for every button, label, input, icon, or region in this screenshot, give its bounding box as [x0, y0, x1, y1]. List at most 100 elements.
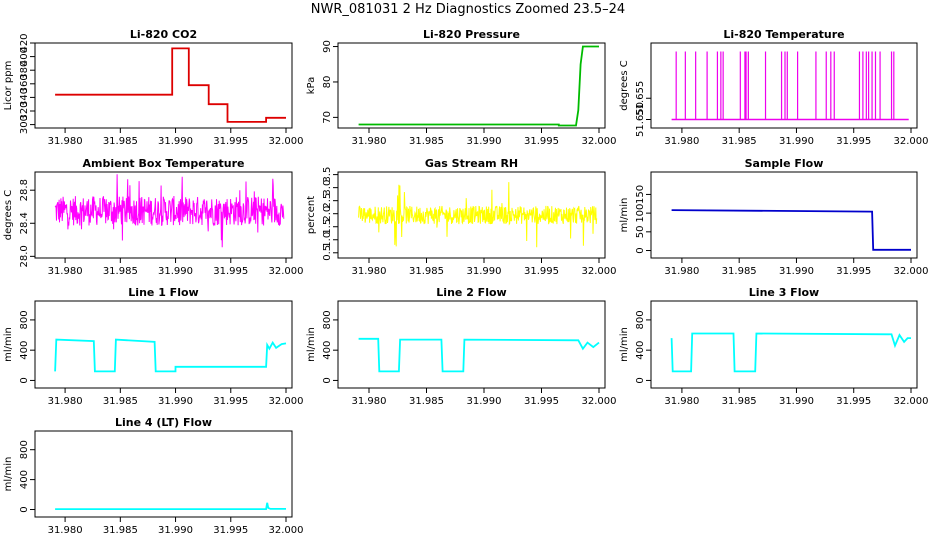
y-tick-label: 1.5: [322, 219, 333, 235]
y-tick-label: 28.4: [19, 212, 30, 234]
series-line: [358, 45, 599, 127]
x-tick-label: 31.990: [467, 396, 502, 407]
x-tick-label: 32.000: [582, 266, 617, 277]
plot-frame: [650, 42, 918, 129]
y-axis-label: ml/min: [306, 327, 317, 362]
y-axis-label: degrees C: [619, 60, 630, 110]
plot-frame: [650, 300, 918, 389]
y-tick-label: 800: [19, 440, 30, 459]
y-tick-label: 100: [635, 204, 646, 223]
y-tick-label: 400: [322, 341, 333, 360]
x-tick-label: 32.000: [894, 136, 929, 147]
chart-panel: Li-820 Pressure 31.980 31.985 31.990 31.995 3…: [306, 28, 617, 147]
plot-frame: [650, 171, 918, 259]
y-tick-label: 0: [322, 377, 333, 383]
x-tick-label: 31.990: [158, 136, 193, 147]
panel-title: Li-820 CO2: [130, 28, 197, 41]
chart-panel: Line 2 Flow 31.980 31.985 31.990 31.995 32.00…: [306, 286, 617, 407]
y-axis-label: kPa: [306, 77, 317, 95]
y-tick-label: 70: [322, 111, 333, 124]
series-group: [55, 502, 286, 511]
x-tick-label: 31.980: [48, 136, 83, 147]
x-tick-label: 32.000: [269, 136, 304, 147]
y-tick-label: 50: [635, 225, 646, 238]
x-tick-label: 32.000: [894, 266, 929, 277]
series-group: [54, 338, 287, 373]
y-tick-label: 400: [635, 341, 646, 360]
y-tick-label: 1.0: [322, 232, 333, 248]
x-tick-label: 31.985: [409, 396, 444, 407]
y-tick-label: 3.5: [322, 167, 333, 183]
x-tick-label: 32.000: [269, 266, 304, 277]
x-tick-label: 31.980: [352, 266, 387, 277]
x-tick-label: 31.995: [213, 525, 248, 536]
x-tick-label: 31.990: [779, 266, 814, 277]
y-axis-label: degrees C: [3, 190, 14, 240]
x-tick-label: 31.990: [467, 136, 502, 147]
x-tick-label: 31.990: [158, 396, 193, 407]
x-tick-label: 31.985: [103, 396, 138, 407]
x-tick-label: 31.990: [467, 266, 502, 277]
x-tick-label: 31.985: [722, 266, 757, 277]
chart-panel: Li-820 Temperature 31.980 31.985 31.990 31.9…: [619, 28, 929, 147]
series-line: [55, 47, 286, 123]
x-tick-label: 31.980: [664, 266, 699, 277]
y-tick-label: 380: [19, 61, 30, 80]
x-tick-label: 31.995: [836, 136, 871, 147]
x-tick-label: 31.990: [779, 396, 814, 407]
y-tick-label: 0.5: [322, 245, 333, 261]
y-tick-label: 3.0: [322, 180, 333, 196]
chart-panel: Line 4 (LT) Flow 31.980 31.985 31.990 31.995…: [3, 416, 304, 536]
x-tick-label: 31.985: [103, 136, 138, 147]
series-group: [55, 47, 286, 123]
plot-frame: [34, 430, 293, 518]
x-tick-label: 31.980: [352, 396, 387, 407]
x-tick-label: 31.985: [409, 136, 444, 147]
y-tick-label: 80: [322, 76, 333, 89]
y-tick-label: 400: [19, 341, 30, 360]
panel-title: Li-820 Temperature: [723, 28, 844, 41]
series-group: [670, 332, 911, 373]
x-tick-label: 31.995: [836, 396, 871, 407]
y-axis-label: ml/min: [3, 457, 14, 492]
y-tick-label: 360: [19, 74, 30, 93]
y-tick-label: 2.0: [322, 206, 333, 222]
y-tick-label: 300: [19, 115, 30, 134]
x-tick-label: 31.980: [48, 396, 83, 407]
y-tick-label: 150: [635, 185, 646, 204]
x-tick-label: 31.985: [103, 266, 138, 277]
y-axis-label: Licor ppm: [3, 61, 14, 111]
plot-frame: [337, 171, 606, 259]
series-group: [358, 45, 599, 127]
series-group: [54, 174, 285, 248]
x-tick-label: 32.000: [582, 396, 617, 407]
panel-title: Sample Flow: [745, 157, 824, 170]
x-tick-label: 31.980: [48, 525, 83, 536]
plot-frame: [34, 171, 293, 259]
x-tick-label: 32.000: [894, 396, 929, 407]
x-tick-label: 31.995: [213, 136, 248, 147]
series-line: [358, 337, 600, 373]
y-tick-label: 800: [635, 310, 646, 329]
series-line: [54, 174, 285, 248]
x-tick-label: 31.990: [158, 266, 193, 277]
x-tick-label: 31.985: [722, 136, 757, 147]
plot-frame: [337, 42, 606, 129]
y-tick-label: 28.0: [19, 245, 30, 267]
y-tick-label: 400: [19, 470, 30, 489]
panel-title: Line 2 Flow: [436, 286, 506, 299]
x-tick-label: 31.995: [524, 266, 559, 277]
x-tick-label: 32.000: [582, 136, 617, 147]
y-axis-label: percent: [306, 196, 317, 234]
x-tick-label: 31.985: [103, 525, 138, 536]
x-tick-label: 31.985: [409, 266, 444, 277]
plot-frame: [34, 300, 293, 389]
plot-frame: [337, 300, 606, 389]
series-group: [671, 209, 911, 251]
y-axis-label: ml/min: [619, 198, 630, 233]
x-tick-label: 31.995: [524, 136, 559, 147]
figure-title: NWR_081031 2 Hz Diagnostics Zoomed 23.5–…: [310, 2, 626, 17]
panel-title: Gas Stream RH: [425, 157, 518, 170]
series-group: [358, 337, 600, 373]
